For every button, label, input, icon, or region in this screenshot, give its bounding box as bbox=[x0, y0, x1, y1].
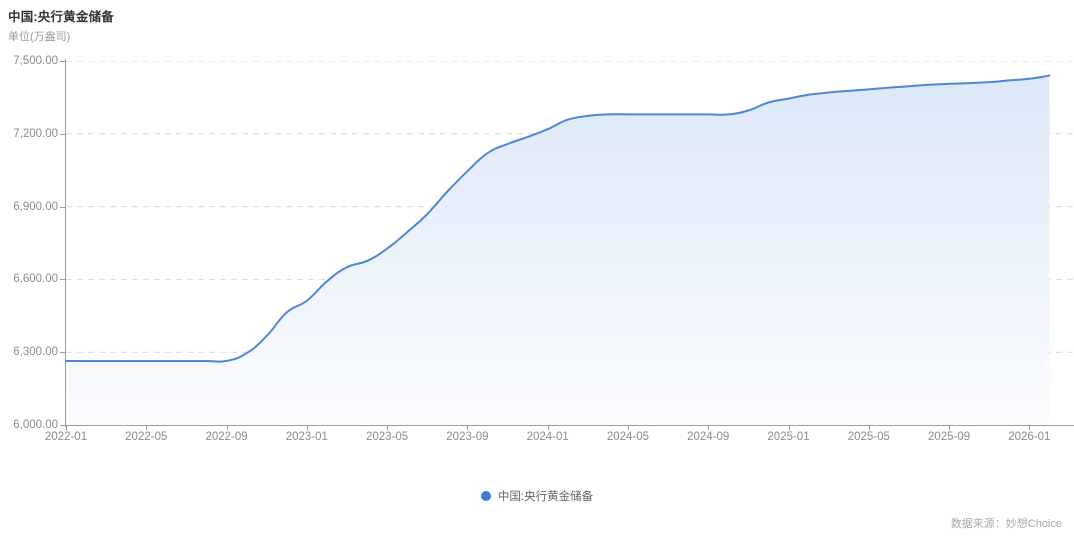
legend: 中国:央行黄金储备 bbox=[0, 488, 1074, 504]
y-axis-line bbox=[65, 59, 66, 427]
x-axis-tick-label: 2026-01 bbox=[1008, 431, 1051, 443]
x-axis-tick-label: 2022-05 bbox=[125, 431, 168, 443]
x-axis-tick-label: 2023-05 bbox=[366, 431, 409, 443]
x-axis-tick-label: 2023-01 bbox=[285, 431, 328, 443]
y-axis-tick-mark bbox=[60, 425, 66, 426]
series-area-line bbox=[66, 74, 1051, 425]
series-line bbox=[66, 74, 1051, 363]
x-axis-tick-label: 2022-09 bbox=[205, 431, 248, 443]
plot-area bbox=[66, 61, 1074, 425]
y-axis-tick-label: 6,600.00 bbox=[13, 273, 58, 286]
x-axis-tick-mark bbox=[146, 425, 148, 430]
x-axis-tick-mark bbox=[708, 425, 710, 430]
x-axis-tick-mark bbox=[868, 425, 870, 430]
x-axis-tick-mark bbox=[627, 425, 629, 430]
x-axis-tick-label: 2025-05 bbox=[847, 431, 890, 443]
x-axis-tick-label: 2025-09 bbox=[927, 431, 971, 443]
x-axis-tick-mark bbox=[547, 425, 549, 430]
y-axis-tick-mark bbox=[60, 133, 66, 135]
legend-item-label: 中国:央行黄金储备 bbox=[497, 491, 594, 503]
x-axis-tick-mark bbox=[226, 425, 228, 430]
x-axis-tick-mark bbox=[788, 425, 790, 430]
x-axis-tick-mark bbox=[66, 425, 67, 430]
x-axis-tick-label: 2024-09 bbox=[687, 431, 730, 443]
y-axis-tick-mark bbox=[60, 352, 66, 354]
y-axis-tick-mark bbox=[60, 61, 66, 62]
y-axis-tick-label: 6,900.00 bbox=[13, 200, 58, 213]
legend-item-0[interactable]: 中国:央行黄金储备 bbox=[480, 488, 594, 504]
x-axis-tick-mark bbox=[467, 425, 469, 430]
x-axis-tick-mark bbox=[949, 425, 951, 430]
x-axis-tick-label: 2022-01 bbox=[44, 431, 88, 443]
chart-subtitle: 单位(万盎司) bbox=[8, 31, 71, 43]
y-axis-tick-label: 6,300.00 bbox=[13, 346, 58, 359]
legend-color-swatch-icon bbox=[480, 491, 491, 501]
y-axis-tick-mark bbox=[60, 206, 66, 208]
x-axis-line bbox=[66, 425, 1074, 426]
data-source-note: 数据来源：妙想Choice bbox=[950, 518, 1062, 530]
y-axis-tick-label: 6,000.00 bbox=[13, 419, 58, 431]
x-axis-tick-mark bbox=[1029, 425, 1031, 430]
x-axis-tick-label: 2023-09 bbox=[446, 431, 489, 443]
y-axis-tick-label: 7,500.00 bbox=[13, 55, 58, 67]
series-area-fill bbox=[66, 75, 1050, 425]
y-axis-tick-label: 7,200.00 bbox=[13, 127, 58, 140]
x-axis-tick-label: 2025-01 bbox=[767, 431, 810, 443]
x-axis-tick-label: 2024-01 bbox=[526, 431, 569, 443]
y-axis-tick-mark bbox=[60, 279, 66, 281]
x-axis-tick-mark bbox=[387, 425, 389, 430]
page-title: 中国:央行黄金储备 bbox=[8, 10, 114, 24]
x-axis-tick-mark bbox=[306, 425, 308, 430]
x-axis-tick-label: 2024-05 bbox=[606, 431, 650, 443]
